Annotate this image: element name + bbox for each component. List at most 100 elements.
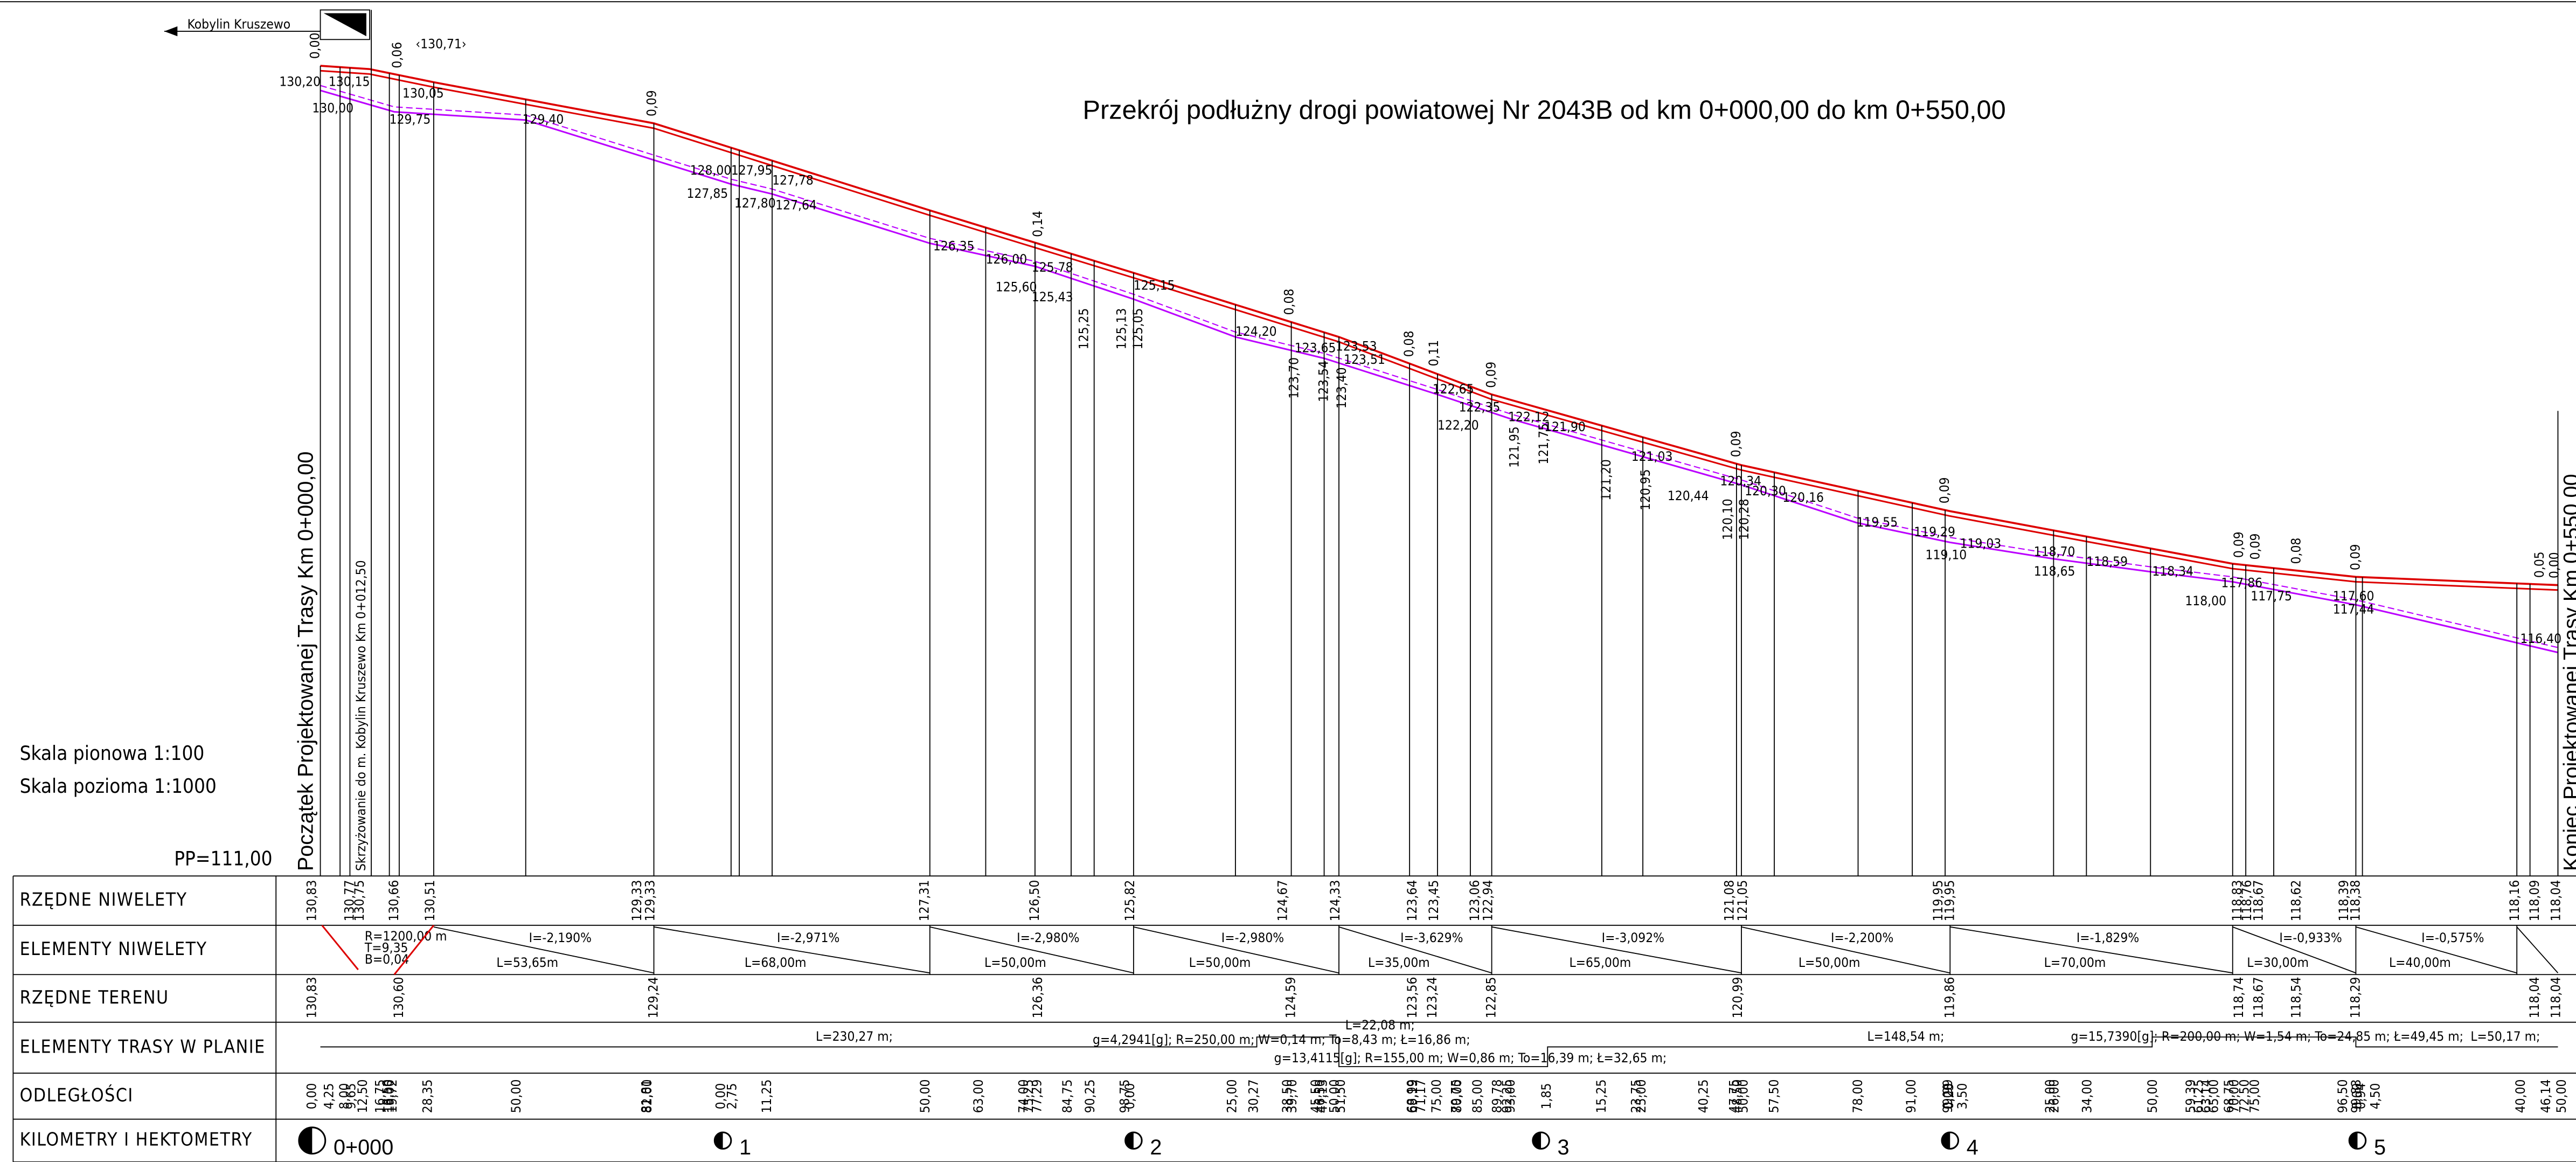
alignment-element: L=230,27 m; — [816, 1028, 893, 1044]
grade-elevation: 118,09 — [2526, 880, 2542, 922]
crossing-label: Skrzyżowanie do m. Kobylin Kruszewo Km 0… — [353, 560, 369, 871]
grade-length: L=50,00m — [1189, 954, 1251, 970]
grade-slope: I=-2,190% — [529, 930, 592, 945]
elevation-label: 119,29 — [1914, 524, 1955, 540]
elevation-label: 117,44 — [2333, 601, 2374, 617]
distance: 59,39 — [2183, 1080, 2198, 1113]
distance: 96,50 — [2335, 1080, 2350, 1113]
elevation-label-vertical: 125,13 — [1114, 308, 1129, 350]
distance: 71,17 — [1413, 1080, 1428, 1113]
elevation-label-vertical: 123,40 — [1334, 367, 1349, 409]
grade-elevation: 119,95 — [1941, 880, 1957, 922]
elevation-label: 129,75 — [390, 112, 431, 127]
elevation-label: 118,70 — [2034, 544, 2075, 559]
elevation-label: 122,12 — [1508, 409, 1550, 425]
distance: 61,25 — [2190, 1080, 2206, 1113]
grade-slope: I=-2,980% — [1017, 930, 1079, 945]
grade-length: L=35,00m — [1368, 954, 1430, 970]
grade-slope: I=-2,980% — [1221, 930, 1284, 945]
distance: 25,00 — [1633, 1080, 1649, 1113]
offset-label: 0,11 — [1426, 340, 1441, 366]
elevation-label: 127,95 — [731, 162, 773, 178]
distance: 98,75 — [1116, 1080, 1132, 1113]
elevation-label: 119,10 — [1926, 547, 1967, 563]
grade-elevation: 123,45 — [1426, 880, 1441, 922]
distance: 0,25 — [1941, 1083, 1956, 1109]
reference-level: ‹130,71› — [415, 36, 466, 51]
grade-segment — [2356, 926, 2517, 974]
distance: 74,00 — [1015, 1080, 1031, 1113]
vertical-curve-param: T=9,35 — [364, 939, 408, 955]
elevation-label: 119,03 — [1960, 535, 2002, 551]
elevation-label-vertical: 120,28 — [1736, 499, 1752, 540]
elevation-label: 127,78 — [772, 172, 814, 188]
distance: 38,50 — [1279, 1080, 1295, 1113]
row-name: KILOMETRY I HEKTOMETRY — [20, 1129, 253, 1150]
grade-elevation: 127,31 — [916, 880, 932, 922]
alignment-element: g=15,7390[g]; R=200,00 m; W=1,54 m; To=2… — [2071, 1028, 2463, 1044]
distance: 19,00 — [381, 1080, 397, 1113]
distance: 50,00 — [1326, 1080, 1342, 1113]
distance: 0,00 — [303, 1083, 319, 1109]
distance: 57,50 — [1766, 1080, 1782, 1113]
vertical-curve-param: R=1200,00 m — [365, 928, 447, 944]
hectometer-symbol-fill — [1532, 1132, 1542, 1149]
distance: 0,94 — [2353, 1083, 2369, 1109]
elevation-label: 122,20 — [1438, 417, 1479, 433]
offset-label: 0,09 — [1936, 477, 1952, 503]
offset-label: 0,06 — [389, 42, 405, 68]
elevation-label: 125,78 — [1032, 259, 1073, 275]
elevation-label: 117,75 — [2251, 588, 2292, 604]
hectometer-label: 2 — [1150, 1136, 1162, 1159]
start-label: Początek Projektowanej Trasy Km 0+000,00 — [294, 452, 318, 872]
hectometer-symbol-fill — [298, 1127, 313, 1154]
offset-label: 0,00 — [2546, 552, 2561, 578]
terrain-elevation: 120,99 — [1730, 977, 1745, 1019]
grade-segment — [654, 926, 930, 974]
offset-label: 0,09 — [2247, 534, 2262, 560]
offset-label: 0,08 — [1281, 289, 1297, 315]
grade-elevation: 130,75 — [351, 880, 367, 922]
elevation-label-vertical: 125,25 — [1075, 308, 1091, 350]
offset-label: 0,09 — [2231, 531, 2246, 558]
distance: 92,25 — [1499, 1080, 1515, 1113]
distance: 34,00 — [2079, 1080, 2094, 1113]
terrain-elevation: 118,67 — [2251, 977, 2266, 1019]
elevation-label: 126,00 — [985, 251, 1027, 267]
distance: 46,50 — [1312, 1080, 1328, 1113]
vertical-curve-box — [321, 924, 435, 976]
elevation-label: 118,59 — [2086, 554, 2128, 569]
grade-segment — [1133, 926, 1339, 974]
grade-segment — [2516, 926, 2559, 973]
distance: 50,00 — [2553, 1080, 2569, 1113]
distance: 84,75 — [1059, 1080, 1075, 1113]
distance: 63,00 — [970, 1080, 986, 1113]
distance: 25,00 — [2042, 1080, 2058, 1113]
distance: 75,00 — [2247, 1080, 2262, 1113]
terrain-elevation: 129,24 — [645, 977, 661, 1019]
hectometer-symbol-fill — [714, 1132, 723, 1149]
distance: 79,75 — [1448, 1080, 1463, 1113]
hectometer-label: 5 — [2374, 1136, 2386, 1159]
grade-elevation: 130,66 — [386, 880, 401, 922]
elevation-label: 127,64 — [775, 197, 817, 212]
hectometer-symbol-fill — [1125, 1132, 1134, 1149]
distance: 69,19 — [1405, 1080, 1420, 1113]
grade-elevation: 123,64 — [1404, 880, 1420, 922]
grade-elevation: 118,38 — [2347, 880, 2363, 922]
grade-segment — [2232, 926, 2356, 974]
grade-segment — [1338, 926, 1492, 974]
distance: 48,50 — [1729, 1080, 1745, 1113]
elevation-label: 127,80 — [734, 195, 776, 211]
alignment-line — [320, 1036, 2558, 1067]
grade-elevation: 122,94 — [1480, 880, 1495, 922]
row-name: RZĘDNE TERENU — [20, 987, 169, 1008]
elevation-label: 125,60 — [996, 279, 1037, 295]
grade-elevation: 124,67 — [1274, 880, 1290, 922]
distance: 99,99 — [1940, 1080, 1955, 1113]
grade-elevation: 125,82 — [1122, 880, 1137, 922]
grade-length: L=50,00m — [1799, 954, 1860, 970]
distance: 2,75 — [724, 1083, 739, 1109]
grade-slope: I=-2,200% — [1831, 930, 1893, 945]
